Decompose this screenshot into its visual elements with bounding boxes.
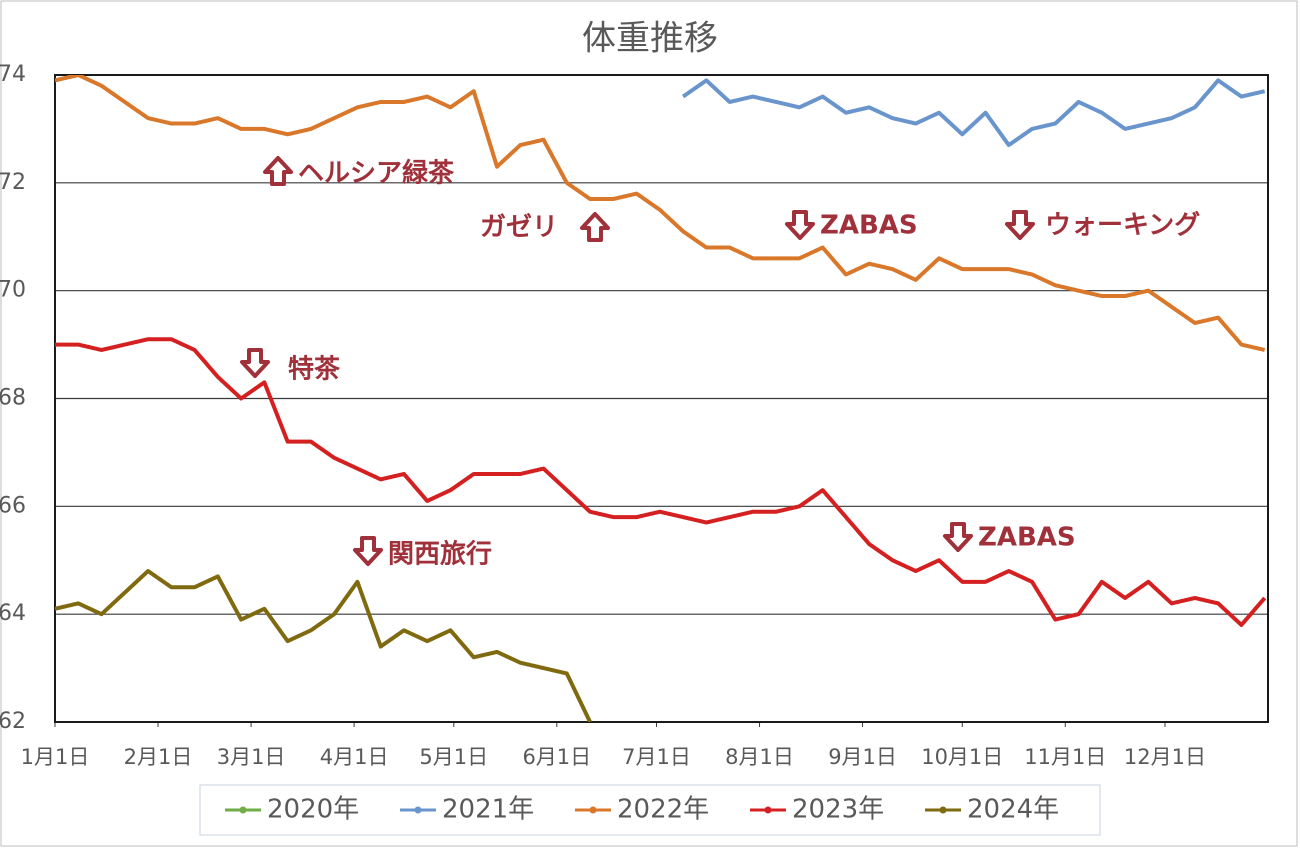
y-tick-label: 66 [0,493,26,518]
annotation-arrow [263,156,293,186]
y-tick-label: 64 [0,601,26,626]
x-tick-label: 6月1日 [522,745,591,769]
y-tick-label: 68 [0,386,26,411]
y-tick-label: 70 [0,278,26,303]
annotation: 特茶 [288,354,341,385]
y-tick-label: 72 [0,170,26,195]
legend-label: 2022年 [617,795,709,825]
annotation-arrow [353,536,383,566]
annotation-arrow [240,348,270,378]
annotation-arrow [943,522,973,552]
legend-label: 2023年 [792,795,884,825]
x-tick-label: 8月1日 [725,745,794,769]
annotation-arrow [580,212,610,242]
legend-marker [589,806,597,814]
x-tick-label: 5月1日 [419,745,488,769]
y-tick-label: 74 [0,62,26,87]
annotation-arrow [1005,210,1035,240]
x-tick-label: 9月1日 [828,745,897,769]
annotation: 関西旅行 [388,539,492,570]
x-tick-label: 2月1日 [124,745,193,769]
series-line [55,569,592,722]
legend-marker [939,806,947,814]
legend-marker [239,806,247,814]
series-line [55,75,1266,352]
legend-label: 2024年 [967,795,1059,825]
x-tick-label: 1月1日 [21,745,90,769]
x-tick-label: 10月1日 [921,745,1003,769]
y-tick-label: 62 [0,709,26,734]
x-tick-label: 12月1日 [1124,745,1206,769]
legend-label: 2020年 [267,795,359,825]
legend-marker [764,806,772,814]
x-tick-label: 11月1日 [1024,745,1106,769]
annotation: ウォーキング [1045,211,1200,241]
annotation: ヘルシア緑茶 [298,158,455,189]
x-tick-label: 3月1日 [217,745,286,769]
x-tick-label: 4月1日 [320,745,389,769]
annotation: ZABAS [820,211,918,241]
annotation-arrow [785,210,815,240]
annotation: ZABAS [978,523,1076,553]
chart-title: 体重推移 [582,19,718,59]
legend-marker [414,806,422,814]
series-line [55,337,1267,627]
series-line [681,78,1266,148]
legend-label: 2021年 [442,795,534,825]
x-tick-label: 7月1日 [622,745,691,769]
plot-border [54,74,1269,723]
annotation: ガゼリ [480,213,558,243]
